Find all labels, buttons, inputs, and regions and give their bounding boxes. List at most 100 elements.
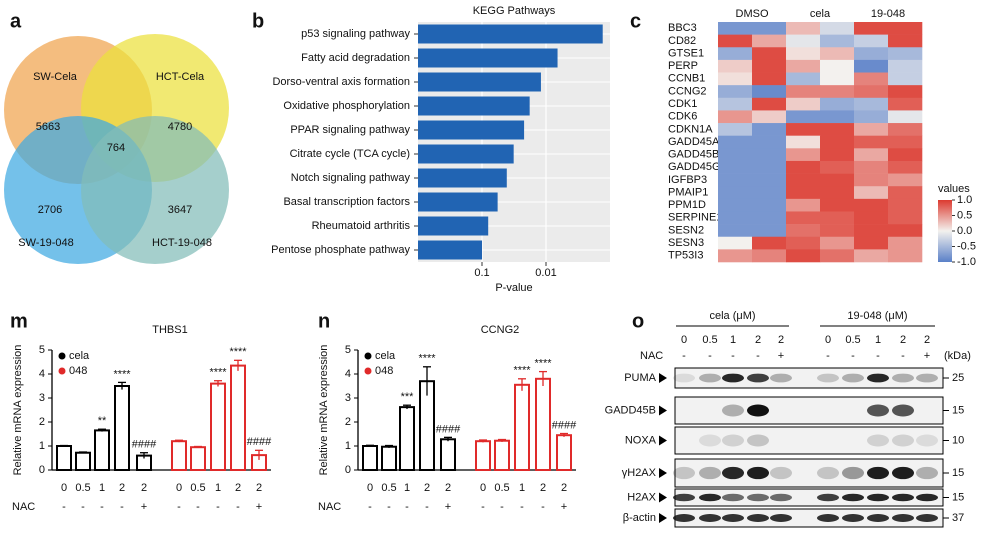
heat-cell — [786, 34, 821, 48]
heat-cell — [820, 22, 855, 35]
x-tick-label: 2 — [561, 482, 567, 494]
bar — [514, 383, 530, 471]
band — [722, 493, 744, 502]
band — [747, 373, 769, 383]
y-axis-label: Relative mRNA expression — [12, 345, 24, 476]
heat-cell — [854, 34, 889, 48]
y-tick-label: p53 signaling pathway — [301, 28, 410, 40]
band — [722, 466, 744, 480]
band — [867, 493, 889, 502]
y-tick-label: Citrate cycle (TCA cycle) — [290, 148, 410, 160]
row-label: GADD45A — [668, 136, 720, 148]
heat-cell — [888, 236, 923, 250]
row-marker — [659, 435, 667, 446]
panel-label: n — [318, 310, 330, 332]
nac-value: + — [924, 350, 930, 362]
chart-title: KEGG Pathways — [473, 5, 556, 17]
legend-marker — [364, 367, 372, 375]
row-label: PERP — [668, 60, 698, 72]
nac-value: - — [236, 501, 240, 513]
heat-cell — [820, 97, 855, 111]
x-tick-label: 0 — [176, 482, 182, 494]
bar — [171, 440, 187, 472]
legend-label: cela — [69, 350, 90, 362]
heat-cell — [820, 85, 855, 99]
heat-cell — [888, 47, 923, 61]
heat-cell — [786, 224, 821, 238]
heat-cell — [820, 160, 855, 174]
bar — [418, 240, 482, 260]
row-label: CDKN1A — [668, 123, 713, 135]
blot-strip — [674, 426, 944, 455]
y-tick-label: 1 — [39, 440, 45, 452]
colorbar-tick-label: -1.0 — [957, 256, 976, 268]
y-tick-label: Oxidative phosphorylation — [283, 100, 410, 112]
band — [747, 404, 769, 417]
group-label: 19-048 — [871, 8, 905, 20]
y-tick-label: Fatty acid degradation — [301, 52, 410, 64]
venn-set-label: SW-Cela — [33, 71, 78, 83]
bar — [381, 445, 397, 472]
heat-cell — [820, 249, 855, 263]
band — [842, 466, 864, 480]
legend-label: 048 — [69, 365, 87, 377]
heat-cell — [786, 198, 821, 212]
y-tick-label: Pentose phosphate pathway — [271, 244, 410, 256]
kda-value: 15 — [952, 404, 964, 416]
heat-cell — [752, 211, 787, 225]
significance: #### — [132, 439, 157, 451]
heat-cell — [820, 47, 855, 61]
bar — [94, 429, 110, 471]
band — [892, 373, 914, 383]
heat-cell — [854, 211, 889, 225]
x-tick-label: 0.5 — [190, 482, 205, 494]
lane-label: 2 — [755, 334, 761, 346]
nac-value: + — [256, 501, 262, 513]
band — [817, 466, 839, 480]
row-label: PPM1D — [668, 199, 706, 211]
x-tick-label: 2 — [119, 482, 125, 494]
lane-label: 1 — [730, 334, 736, 346]
legend-label: cela — [375, 350, 396, 362]
heat-cell — [888, 110, 923, 124]
row-label: GADD45G — [668, 161, 721, 173]
legend-marker — [58, 352, 66, 360]
significance: *** — [401, 391, 415, 403]
panel-label: c — [630, 10, 641, 32]
x-tick-label: 0 — [61, 482, 67, 494]
heat-cell — [888, 123, 923, 136]
heat-cell — [718, 22, 753, 35]
blot-row-bands — [673, 466, 938, 480]
row-label: SESN3 — [668, 237, 704, 249]
band — [892, 404, 914, 417]
band — [722, 373, 744, 383]
heat-cell — [786, 110, 821, 124]
heat-cell — [888, 198, 923, 212]
row-marker — [659, 468, 667, 478]
nac-value: - — [405, 501, 409, 513]
heat-cell — [786, 236, 821, 250]
x-tick-label: 1 — [99, 482, 105, 494]
heat-cell — [752, 85, 787, 99]
heat-cell — [888, 249, 923, 263]
heat-cell — [718, 123, 753, 136]
heat-cell — [854, 85, 889, 99]
heat-cell — [718, 173, 753, 187]
row-label: CD82 — [668, 35, 696, 47]
venn-count: 2706 — [38, 204, 62, 216]
band — [916, 405, 938, 417]
lane-label: 0 — [681, 334, 687, 346]
nac-label: NAC — [12, 501, 35, 513]
row-marker — [659, 405, 667, 416]
venn-count: 4780 — [168, 121, 192, 133]
heat-cell — [786, 173, 821, 187]
heat-cell — [752, 186, 787, 200]
significance: **** — [229, 346, 247, 358]
heat-cell — [718, 186, 753, 200]
band — [867, 373, 889, 383]
x-axis-label: P-value — [495, 282, 532, 294]
band — [747, 514, 769, 522]
y-tick-label: 5 — [345, 344, 351, 356]
protein-label: β-actin — [623, 512, 656, 524]
band — [842, 435, 864, 447]
